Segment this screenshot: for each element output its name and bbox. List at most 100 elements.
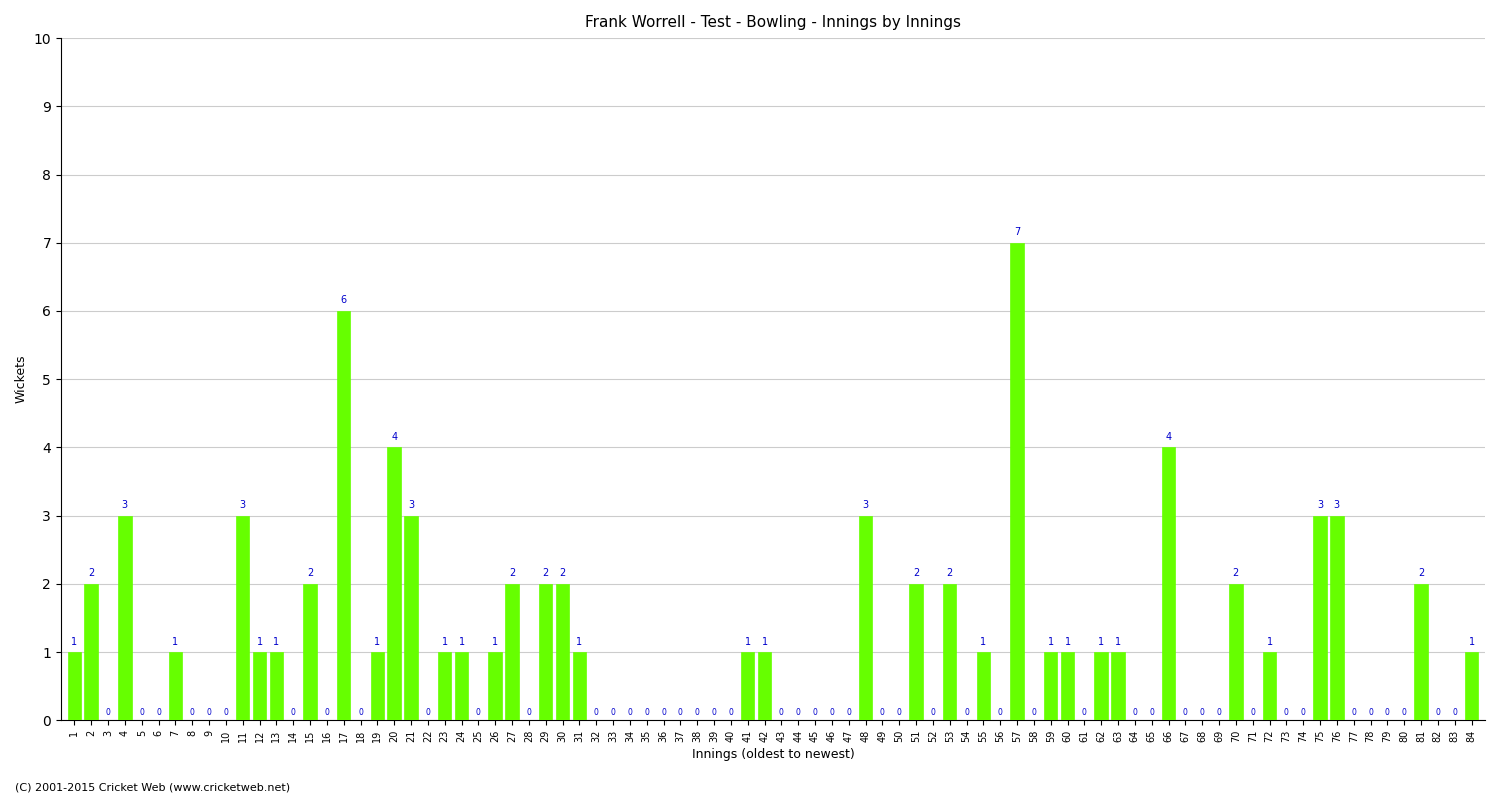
Text: 0: 0 <box>627 708 633 717</box>
Bar <box>538 584 552 720</box>
Text: 0: 0 <box>156 708 160 717</box>
Text: 0: 0 <box>1402 708 1407 717</box>
Text: 0: 0 <box>813 708 818 717</box>
Text: 0: 0 <box>105 708 111 717</box>
Bar <box>338 311 351 720</box>
Bar <box>1011 242 1025 720</box>
Text: 1: 1 <box>576 637 582 646</box>
Text: 0: 0 <box>711 708 717 717</box>
Text: 2: 2 <box>509 568 515 578</box>
X-axis label: Innings (oldest to newest): Innings (oldest to newest) <box>692 748 855 761</box>
Bar <box>454 652 468 720</box>
Text: 0: 0 <box>291 708 296 717</box>
Text: 0: 0 <box>778 708 784 717</box>
Text: 0: 0 <box>1082 708 1088 717</box>
Bar <box>438 652 452 720</box>
Bar <box>1228 584 1242 720</box>
Text: 0: 0 <box>897 708 902 717</box>
Text: 1: 1 <box>1065 637 1071 646</box>
Bar <box>303 584 316 720</box>
Text: 0: 0 <box>998 708 1002 717</box>
Text: 1: 1 <box>172 637 178 646</box>
Title: Frank Worrell - Test - Bowling - Innings by Innings: Frank Worrell - Test - Bowling - Innings… <box>585 15 962 30</box>
Text: 0: 0 <box>1436 708 1440 717</box>
Text: 2: 2 <box>946 568 952 578</box>
Text: 0: 0 <box>476 708 482 717</box>
Text: 2: 2 <box>560 568 566 578</box>
Text: 3: 3 <box>1334 500 1340 510</box>
Text: 1: 1 <box>492 637 498 646</box>
Bar <box>168 652 182 720</box>
Bar <box>236 515 249 720</box>
Bar <box>387 447 400 720</box>
Text: 1: 1 <box>273 637 279 646</box>
Text: 3: 3 <box>122 500 128 510</box>
Bar <box>506 584 519 720</box>
Text: 0: 0 <box>645 708 650 717</box>
Bar <box>741 652 754 720</box>
Text: 1: 1 <box>375 637 381 646</box>
Bar <box>859 515 873 720</box>
Text: 1: 1 <box>1266 637 1272 646</box>
Text: 0: 0 <box>1452 708 1456 717</box>
Bar <box>944 584 957 720</box>
Bar <box>405 515 418 720</box>
Text: 0: 0 <box>1352 708 1356 717</box>
Bar <box>1466 652 1479 720</box>
Text: (C) 2001-2015 Cricket Web (www.cricketweb.net): (C) 2001-2015 Cricket Web (www.cricketwe… <box>15 782 290 792</box>
Text: 0: 0 <box>610 708 615 717</box>
Text: 3: 3 <box>408 500 414 510</box>
Text: 0: 0 <box>1368 708 1372 717</box>
Text: 1: 1 <box>1114 637 1120 646</box>
Text: 1: 1 <box>1468 637 1474 646</box>
Text: 1: 1 <box>459 637 465 646</box>
Text: 2: 2 <box>1418 568 1424 578</box>
Text: 0: 0 <box>224 708 228 717</box>
Text: 0: 0 <box>1200 708 1204 717</box>
Bar <box>1330 515 1344 720</box>
Text: 1: 1 <box>1047 637 1054 646</box>
Text: 0: 0 <box>358 708 363 717</box>
Text: 3: 3 <box>862 500 868 510</box>
Text: 0: 0 <box>426 708 430 717</box>
Text: 4: 4 <box>1166 432 1172 442</box>
Bar <box>254 652 267 720</box>
Bar <box>758 652 771 720</box>
Bar <box>1044 652 1058 720</box>
Text: 0: 0 <box>880 708 885 717</box>
Bar <box>68 652 81 720</box>
Text: 0: 0 <box>1251 708 1256 717</box>
Text: 0: 0 <box>526 708 531 717</box>
Bar <box>976 652 990 720</box>
Text: 7: 7 <box>1014 227 1020 238</box>
Text: 0: 0 <box>1216 708 1221 717</box>
Bar <box>556 584 570 720</box>
Bar <box>84 584 98 720</box>
Text: 0: 0 <box>694 708 699 717</box>
Text: 3: 3 <box>1317 500 1323 510</box>
Text: 0: 0 <box>190 708 195 717</box>
Y-axis label: Wickets: Wickets <box>15 355 28 403</box>
Text: 0: 0 <box>678 708 682 717</box>
Bar <box>118 515 132 720</box>
Text: 3: 3 <box>240 500 246 510</box>
Text: 0: 0 <box>207 708 212 717</box>
Text: 1: 1 <box>981 637 987 646</box>
Text: 1: 1 <box>256 637 262 646</box>
Text: 1: 1 <box>762 637 768 646</box>
Text: 0: 0 <box>930 708 936 717</box>
Bar <box>1112 652 1125 720</box>
Text: 0: 0 <box>1032 708 1036 717</box>
Text: 1: 1 <box>1098 637 1104 646</box>
Bar <box>573 652 586 720</box>
Text: 0: 0 <box>846 708 850 717</box>
Bar <box>1162 447 1176 720</box>
Bar <box>489 652 502 720</box>
Text: 2: 2 <box>88 568 94 578</box>
Bar <box>1060 652 1074 720</box>
Bar <box>1263 652 1276 720</box>
Text: 0: 0 <box>324 708 330 717</box>
Text: 0: 0 <box>594 708 598 717</box>
Text: 0: 0 <box>729 708 734 717</box>
Text: 1: 1 <box>744 637 752 646</box>
